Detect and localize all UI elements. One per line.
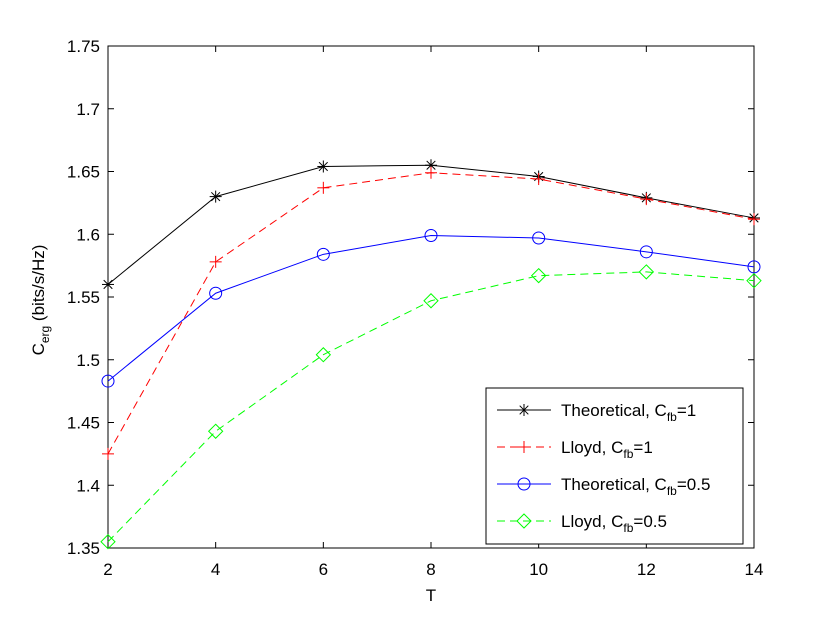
data-point — [207, 423, 224, 439]
data-point — [748, 213, 760, 226]
data-point — [532, 173, 545, 186]
legend-box — [485, 387, 744, 545]
series-4 — [100, 264, 762, 550]
y-axis-label-main: C — [29, 343, 48, 355]
y-tick-label: 1.7 — [76, 100, 100, 119]
y-tick-label: 1.4 — [76, 476, 100, 495]
data-point — [315, 347, 332, 363]
y-tick-label: 1.5 — [76, 351, 100, 370]
legend-entry: Theoretical, Cfb=0.5 — [497, 475, 710, 498]
y-tick-label: 1.75 — [67, 37, 100, 56]
legend-marker — [516, 513, 532, 529]
data-point — [423, 293, 439, 309]
legend: Theoretical, Cfb=1 Lloyd, Cfb=1 Theoretica… — [485, 387, 744, 545]
legend-entry: Lloyd, Cfb=1 — [497, 438, 653, 461]
x-tick-label: 2 — [103, 560, 112, 579]
y-tick-label: 1.65 — [67, 163, 100, 182]
data-point — [639, 245, 653, 259]
data-point — [425, 159, 437, 172]
legend-marker — [517, 477, 531, 491]
data-point — [317, 160, 330, 173]
legend-marker — [518, 404, 530, 416]
y-tick-label: 1.55 — [67, 288, 100, 307]
data-point — [316, 247, 330, 261]
y-tick-label: 1.6 — [76, 225, 100, 244]
series-line — [107, 271, 755, 543]
data-point — [209, 286, 223, 300]
x-tick-label: 10 — [529, 560, 548, 579]
data-point — [746, 272, 762, 289]
y-axis-label-subscript: erg — [38, 326, 52, 343]
legend-label: Theoretical, Cfb=1 — [561, 401, 696, 424]
data-point — [209, 255, 222, 268]
y-tick-label: 1.45 — [67, 414, 100, 433]
x-tick-label: 6 — [319, 560, 328, 579]
data-point — [209, 190, 222, 203]
y-axis-label-units: (bits/s/Hz) — [29, 245, 48, 326]
series-3 — [101, 229, 761, 388]
data-point — [101, 374, 115, 388]
data-point — [317, 181, 330, 194]
x-tick-label: 4 — [211, 560, 220, 579]
x-tick-label: 8 — [426, 560, 435, 579]
data-point — [102, 278, 114, 291]
data-point — [640, 193, 653, 206]
data-point — [100, 534, 116, 550]
y-tick-label: 1.35 — [67, 539, 100, 558]
data-point — [102, 447, 114, 460]
legend-marker — [518, 441, 530, 453]
data-point — [530, 267, 547, 284]
series-layer — [100, 159, 762, 550]
y-axis-label: Cerg (bits/s/Hz) — [29, 245, 52, 356]
x-tick-label: 14 — [745, 560, 764, 579]
axis-ticks: 2 4 6 8 10 12 14 1.35 1.4 1.45 1.5 1.55 1.6 1.65 1.7 1.… — [67, 37, 764, 579]
data-point — [424, 229, 438, 243]
data-point — [425, 166, 437, 179]
legend-entry: Theoretical, Cfb=1 — [497, 401, 696, 424]
legend-label: Lloyd, Cfb=1 — [561, 438, 653, 461]
data-point — [638, 264, 655, 280]
series-2 — [102, 166, 760, 460]
legend-entry: Lloyd, Cfb=0.5 — [497, 512, 667, 535]
data-point — [747, 260, 761, 274]
x-axis-label: T — [426, 586, 436, 605]
legend-label: Lloyd, Cfb=0.5 — [561, 512, 667, 535]
data-point — [532, 231, 546, 245]
legend-label: Theoretical, Cfb=0.5 — [561, 475, 710, 498]
series-line — [107, 235, 755, 382]
x-tick-label: 12 — [637, 560, 656, 579]
